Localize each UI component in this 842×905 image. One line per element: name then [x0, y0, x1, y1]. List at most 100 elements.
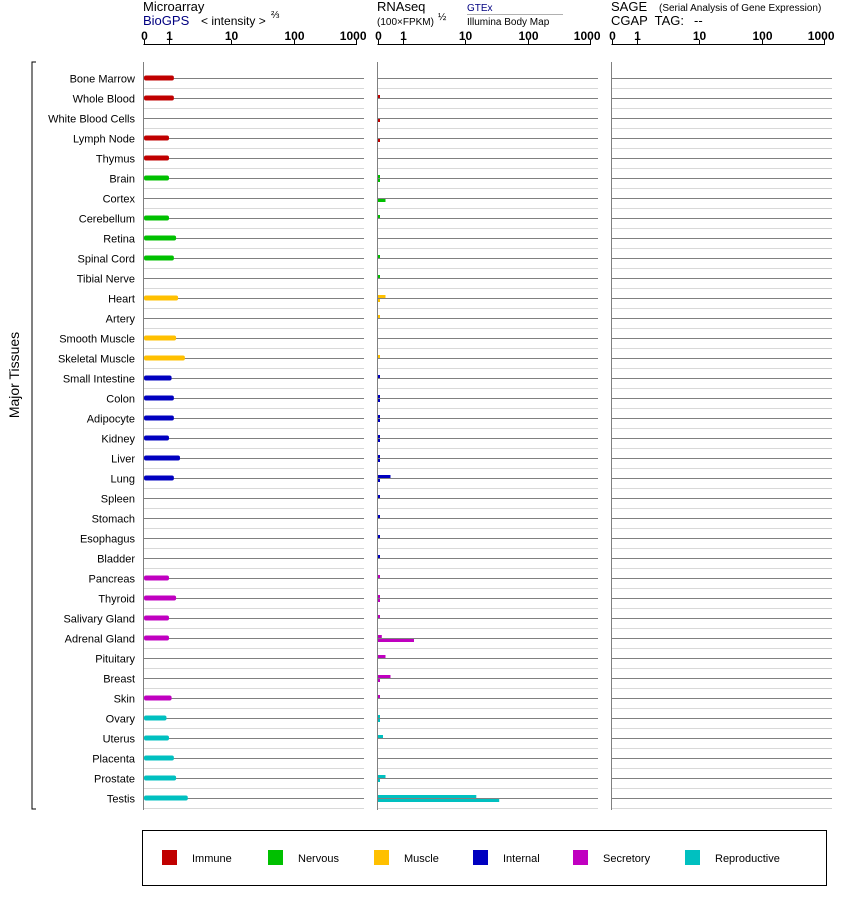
- tissue-label: Uterus: [103, 734, 136, 746]
- tissue-label: Prostate: [94, 774, 135, 786]
- tissue-label: Thyroid: [98, 594, 135, 606]
- gtex-bar: [378, 695, 380, 698]
- tissue-label: Small Intestine: [63, 374, 135, 386]
- tissue-label: Adrenal Gland: [65, 634, 135, 646]
- gtex-bar: [378, 555, 380, 558]
- microarray-tick-label: 0: [141, 29, 148, 43]
- sage-tick-label: 1: [634, 29, 641, 43]
- rnaseq-unit-exponent: ½: [438, 12, 447, 23]
- illumina-bar: [378, 299, 380, 302]
- tissue-label: Esophagus: [80, 534, 136, 546]
- biogps-bar: [144, 175, 169, 181]
- biogps-bar: [144, 135, 169, 141]
- tissue-label: Pituitary: [95, 654, 135, 666]
- gtex-label: GTEx: [467, 3, 493, 14]
- biogps-bar: [144, 595, 177, 601]
- gtex-bar: [378, 295, 386, 298]
- intensity-exponent: ⅔: [271, 10, 280, 21]
- rnaseq-title: RNAseq: [377, 0, 425, 14]
- illumina-bar: [378, 719, 380, 722]
- legend-swatch-nervous: [268, 850, 283, 865]
- tissue-label: Bladder: [97, 554, 135, 566]
- gtex-bar: [378, 735, 383, 738]
- biogps-bar: [144, 155, 169, 161]
- rnaseq-tick-label: 0: [375, 29, 382, 43]
- rnaseq-tick-label: 10: [459, 29, 473, 43]
- biogps-bar: [144, 355, 185, 361]
- rnaseq-tick-label: 100: [518, 29, 538, 43]
- sage-tick-label: 1000: [808, 29, 835, 43]
- gtex-bar: [378, 595, 380, 598]
- tissue-label: Spinal Cord: [78, 254, 135, 266]
- tissue-label: Liver: [111, 454, 135, 466]
- tissue-label: Adipocyte: [87, 414, 135, 426]
- tissue-label: Stomach: [92, 514, 135, 526]
- illumina-bar: [378, 419, 380, 422]
- tissue-label: Brain: [109, 174, 135, 186]
- intensity-label: < intensity >: [201, 14, 266, 28]
- sage-tick-label: 0: [609, 29, 616, 43]
- gtex-bar: [378, 655, 386, 658]
- biogps-bar: [144, 735, 169, 741]
- sage-tick-label: 10: [693, 29, 707, 43]
- illumina-bar: [378, 119, 380, 122]
- illumina-bar: [378, 139, 380, 142]
- biogps-bar: [144, 395, 174, 401]
- gtex-bar: [378, 315, 380, 318]
- tissue-label: Tibial Nerve: [77, 274, 135, 286]
- microarray-tick-label: 1: [166, 29, 173, 43]
- legend-swatch-muscle: [374, 850, 389, 865]
- biogps-bar: [144, 295, 179, 301]
- sage-title: SAGE: [611, 0, 647, 14]
- biogps-bar: [144, 775, 177, 781]
- biogps-bar: [144, 635, 169, 641]
- sage-tick-label: 100: [752, 29, 772, 43]
- illumina-bar: [378, 459, 380, 462]
- gtex-bar: [378, 575, 380, 578]
- tissue-label: Kidney: [101, 434, 135, 446]
- biogps-bar: [144, 695, 172, 701]
- gtex-bar: [378, 395, 380, 398]
- tissue-label: Smooth Muscle: [59, 334, 135, 346]
- tissue-label: White Blood Cells: [48, 114, 135, 126]
- rnaseq-tick-label: 1000: [574, 29, 601, 43]
- biogps-bar: [144, 795, 188, 801]
- rnaseq-tick-label: 1: [400, 29, 407, 43]
- biogps-bar: [144, 615, 169, 621]
- illumina-bar: [378, 439, 380, 442]
- microarray-tick-label: 100: [284, 29, 304, 43]
- gtex-bar: [378, 775, 386, 778]
- gtex-bar: [378, 635, 382, 638]
- tissue-label: Whole Blood: [73, 94, 135, 106]
- legend-label-immune: Immune: [192, 853, 232, 865]
- major-tissues-label: Major Tissues: [6, 332, 22, 418]
- biogps-bar: [144, 215, 169, 221]
- gtex-bar: [378, 795, 477, 798]
- tissue-label: Pancreas: [89, 574, 136, 586]
- gtex-bar: [378, 275, 380, 278]
- legend-label-nervous: Nervous: [298, 853, 339, 865]
- illumina-bar: [378, 179, 380, 182]
- cgap-tag-value: --: [694, 13, 703, 28]
- gtex-bar: [378, 475, 391, 478]
- biogps-bar: [144, 375, 172, 381]
- tissue-label: Placenta: [92, 754, 136, 766]
- tissue-label: Skeletal Muscle: [58, 354, 135, 366]
- tissue-label: Colon: [106, 394, 135, 406]
- tissue-label: Breast: [103, 674, 135, 686]
- tissue-label: Lymph Node: [73, 134, 135, 146]
- biogps-label: BioGPS: [143, 13, 190, 28]
- biogps-bar: [144, 715, 167, 721]
- gtex-bar: [378, 255, 380, 258]
- illumina-bar: [378, 399, 380, 402]
- tissue-label: Spleen: [101, 494, 135, 506]
- legend-swatch-reproductive: [685, 850, 700, 865]
- tissue-label: Bone Marrow: [70, 74, 135, 86]
- tissue-label: Thymus: [96, 154, 136, 166]
- rnaseq-unit: (100×FPKM): [377, 17, 434, 28]
- biogps-bar: [144, 95, 174, 101]
- biogps-bar: [144, 255, 174, 261]
- biogps-bar: [144, 415, 174, 421]
- cgap-tag-label: CGAP TAG:: [611, 13, 684, 28]
